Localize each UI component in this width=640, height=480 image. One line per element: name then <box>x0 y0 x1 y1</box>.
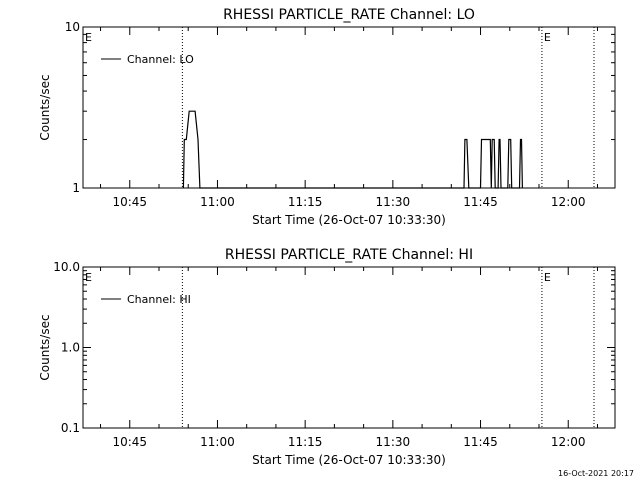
y-tick-label: 1.0 <box>61 341 80 355</box>
x-tick-label: 11:00 <box>200 195 235 209</box>
corner-label: E <box>85 31 92 44</box>
x-axis-label: Start Time (26-Oct-07 10:33:30) <box>252 213 446 227</box>
corner-label: E <box>85 271 92 284</box>
event-marker-label: E <box>544 31 551 44</box>
y-axis-label: Counts/sec <box>38 314 52 380</box>
x-tick-label: 11:00 <box>200 435 235 449</box>
x-tick-label: 12:00 <box>551 195 586 209</box>
legend-label: Channel: HI <box>127 293 191 306</box>
y-axis-label: Counts/sec <box>38 74 52 140</box>
legend-label: Channel: LO <box>127 53 194 66</box>
x-tick-label: 11:15 <box>288 195 323 209</box>
y-tick-label: 0.1 <box>61 421 80 435</box>
chart-title: RHESSI PARTICLE_RATE Channel: HI <box>225 247 473 263</box>
x-tick-label: 11:30 <box>376 195 411 209</box>
x-tick-label: 11:15 <box>288 435 323 449</box>
y-tick-label: 1 <box>72 181 80 195</box>
x-tick-label: 11:45 <box>463 195 498 209</box>
plot-frame <box>82 26 616 189</box>
x-tick-label: 11:45 <box>463 435 498 449</box>
event-marker-label: E <box>544 271 551 284</box>
x-tick-label: 11:30 <box>376 435 411 449</box>
render-timestamp: 16-Oct-2021 20:17 <box>558 469 634 478</box>
x-tick-label: 12:00 <box>551 435 586 449</box>
x-axis-label: Start Time (26-Oct-07 10:33:30) <box>252 453 446 467</box>
plot-frame <box>82 266 616 429</box>
x-tick-label: 10:45 <box>112 195 147 209</box>
y-tick-label: 10 <box>65 20 80 34</box>
series-line <box>182 110 523 189</box>
chart-title: RHESSI PARTICLE_RATE Channel: LO <box>223 7 475 23</box>
x-tick-label: 10:45 <box>112 435 147 449</box>
y-tick-label: 10.0 <box>53 260 80 274</box>
